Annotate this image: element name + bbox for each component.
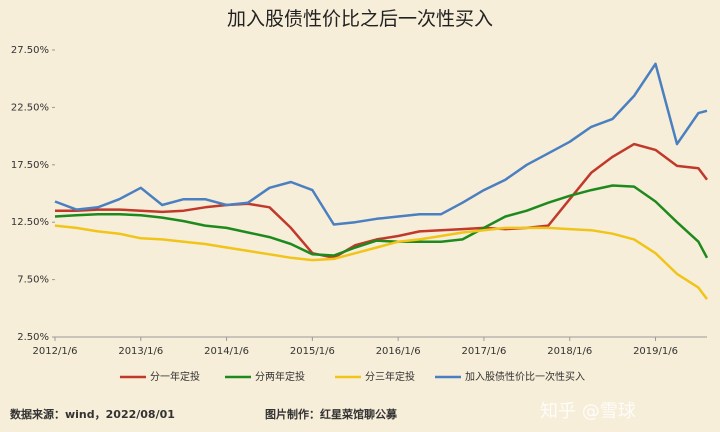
x-tick-label: 2018/1/6: [547, 346, 592, 357]
x-tick-label: 2017/1/6: [461, 346, 506, 357]
legend-label: 分三年定投: [365, 370, 415, 383]
x-tick-label: 2015/1/6: [290, 346, 335, 357]
y-tick-label: 17.50%: [11, 160, 49, 171]
legend-label: 加入股债性价比一次性买入: [465, 370, 585, 383]
x-tick-label: 2016/1/6: [376, 346, 421, 357]
legend-label: 分两年定投: [255, 370, 305, 383]
series-line: [55, 142, 709, 260]
y-tick-label: 2.50%: [17, 332, 49, 343]
watermark: 知乎 @雪球: [540, 401, 636, 422]
x-tick-label: 2012/1/6: [33, 346, 78, 357]
x-tick-label: 2013/1/6: [118, 346, 163, 357]
x-tick-label: 2019/1/6: [633, 346, 678, 357]
y-tick-label: 22.50%: [11, 102, 49, 113]
series-line: [54, 184, 709, 259]
series-line: [54, 224, 709, 300]
legend-label: 分一年定投: [150, 370, 200, 383]
source-note: 数据来源：wind，2022/08/01: [10, 407, 175, 421]
series-line: [54, 62, 708, 226]
y-tick-label: 12.50%: [11, 217, 49, 228]
x-tick-label: 2014/1/6: [204, 346, 249, 357]
y-tick-label: 7.50%: [17, 275, 49, 286]
y-tick-label: 27.50%: [11, 45, 49, 56]
chart-title: 加入股债性价比之后一次性买入: [227, 8, 493, 30]
credit-note: 图片制作：红星菜馆聊公募: [265, 407, 398, 421]
